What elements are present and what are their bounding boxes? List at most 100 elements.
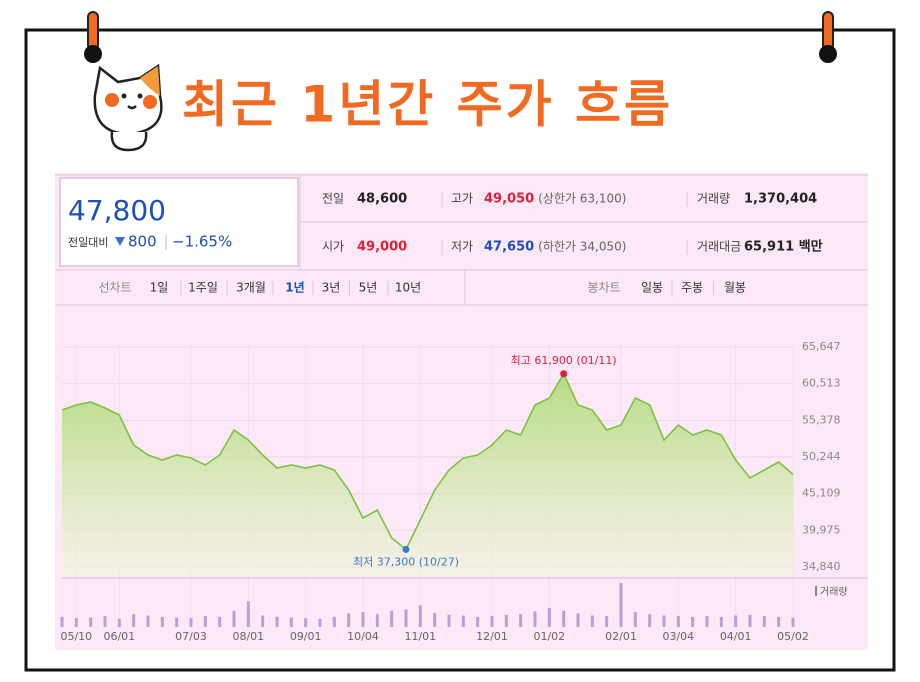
volume-bar (203, 616, 207, 627)
volume-bar (404, 609, 408, 627)
volume-bar (318, 618, 322, 627)
volume-bar (117, 618, 121, 627)
pins (84, 11, 837, 63)
x-tick-label: 05/02 (777, 630, 809, 643)
volume-bar (519, 614, 523, 627)
volume-bar (533, 611, 537, 627)
stats: 전일 48,600 고가 49,050 (상한가 63,100) 거래량 1,370,404… (322, 192, 823, 255)
volume-bar (676, 616, 680, 627)
x-tick-label: 01/02 (533, 630, 565, 643)
x-tick-label: 12/01 (476, 630, 508, 643)
stat-value: 48,600 (357, 192, 407, 207)
volume-bar (490, 616, 494, 627)
volume-bar (332, 616, 336, 627)
volume-bar (562, 610, 566, 627)
period-tab[interactable]: 1년 (285, 281, 304, 295)
period-tab[interactable]: 1일 (150, 281, 169, 295)
period-tab[interactable]: 5년 (359, 281, 378, 295)
stat-label: 거래대금 (697, 240, 741, 254)
panel-lines (55, 174, 868, 306)
candle-tab[interactable]: 월봉 (724, 281, 746, 295)
candle-tab[interactable]: 주봉 (681, 281, 703, 295)
period-tab[interactable]: 1주일 (188, 281, 218, 295)
volume-bar (146, 615, 150, 627)
period-tab[interactable]: 3개월 (236, 281, 266, 295)
volume-bar (576, 613, 580, 627)
volume-bar (633, 612, 637, 627)
volume-bar (762, 616, 766, 627)
volume-bar (605, 616, 609, 627)
volume-bar (361, 612, 365, 627)
stat-label: 거래량 (697, 192, 730, 206)
price-line (61, 372, 794, 551)
volume-bar (418, 605, 422, 627)
x-tick-label: 05/10 (60, 630, 92, 643)
volume-bar (261, 615, 265, 627)
y-tick-label: 39,975 (802, 523, 841, 536)
x-tick-label: 08/01 (232, 630, 264, 643)
tab-group-label: 선차트 (98, 281, 131, 295)
x-tick-label: 10/04 (347, 630, 379, 643)
volume-bar (246, 601, 250, 627)
tab-group-label: 봉차트 (587, 281, 620, 295)
volume-bar (304, 618, 308, 627)
volume-bar (590, 615, 594, 627)
stat-value: 65,911 백만 (744, 239, 823, 255)
y-tick-label: 55,378 (802, 413, 841, 426)
x-tick-label: 02/01 (605, 630, 637, 643)
period-tab[interactable]: 10년 (395, 281, 421, 295)
stat-label: 시가 (322, 240, 344, 254)
volume-bar (734, 615, 738, 627)
down-arrow (115, 237, 125, 246)
volume-bar (619, 583, 623, 627)
stat-label: 전일 (322, 192, 344, 206)
volume-bar (232, 610, 236, 627)
volume-bar (648, 614, 652, 627)
stat-label: 고가 (451, 192, 473, 206)
volume-bar (777, 616, 781, 627)
candle-tab[interactable]: 일봉 (641, 281, 663, 295)
volume-bar (547, 608, 551, 627)
cat-icon (93, 63, 163, 152)
volume-legend-swatch (815, 586, 817, 596)
volume-bar (103, 616, 107, 627)
volume-bar (189, 618, 193, 627)
volume-bar (218, 616, 222, 627)
volume-bar (275, 616, 279, 627)
volume-bar (132, 614, 136, 627)
stat-sub: (상한가 63,100) (538, 192, 626, 206)
change-label: 전일대비 (68, 235, 108, 249)
stat-value: 47,650 (484, 240, 534, 255)
extreme-dot (402, 545, 410, 553)
extreme-dot (560, 370, 568, 378)
x-tick-label: 03/04 (662, 630, 694, 643)
x-tick-label: 09/01 (290, 630, 322, 643)
page-title: 최근 1년간 주가 흐름 (182, 76, 673, 134)
price-area (62, 373, 793, 576)
stat-label: 저가 (451, 240, 473, 254)
stat-value: 49,000 (357, 240, 407, 255)
volume-legend: 거래량 (820, 586, 848, 598)
y-tick-label: 45,109 (802, 487, 841, 500)
volume-bar (705, 616, 709, 627)
volume-bar (748, 614, 752, 627)
period-tab[interactable]: 3년 (322, 281, 341, 295)
volume-bar (74, 618, 78, 627)
volume-bar (375, 614, 379, 627)
volume-bar (691, 616, 695, 627)
volume-bar (461, 615, 465, 627)
current-price: 47,800 (68, 194, 166, 227)
x-tick-label: 04/01 (720, 630, 752, 643)
stat-value: 49,050 (484, 192, 534, 207)
change-rate: −1.65% (172, 233, 232, 251)
stat-value: 1,370,404 (744, 192, 817, 207)
volume-bar (662, 615, 666, 627)
annotation: 최고 61,900 (01/11) (511, 354, 617, 367)
volume-bar (476, 616, 480, 627)
volume-bar (447, 614, 451, 627)
volume-bar (504, 614, 508, 627)
x-tick-label: 06/01 (103, 630, 135, 643)
volume-bar (89, 617, 93, 627)
